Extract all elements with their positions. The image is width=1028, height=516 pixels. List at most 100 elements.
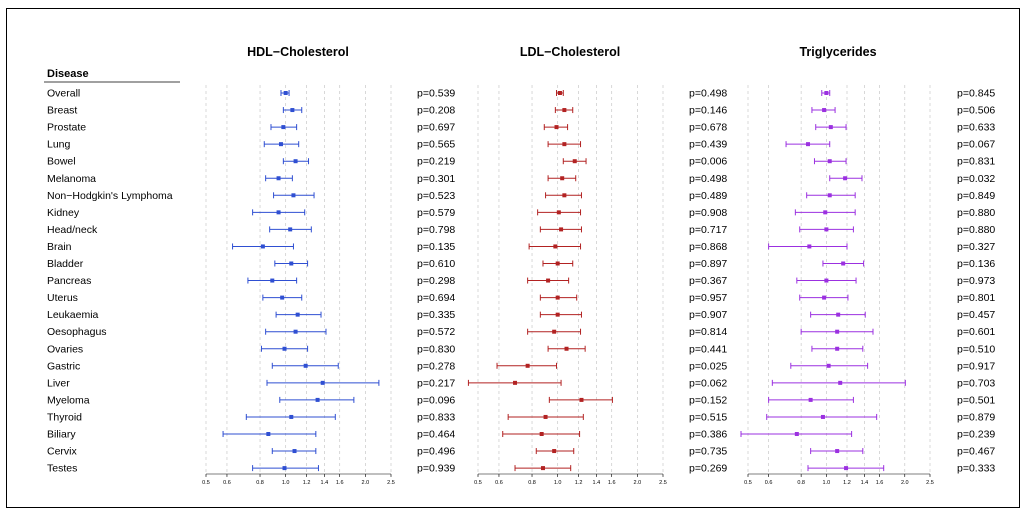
point-estimate — [552, 449, 557, 454]
p-value: p=0.879 — [957, 411, 995, 423]
x-tick-label: 2.5 — [659, 480, 667, 486]
estimate-row — [265, 328, 327, 335]
estimate-row — [799, 294, 849, 301]
estimate-row — [537, 209, 582, 216]
x-tick-label: 1.2 — [303, 480, 311, 486]
point-estimate — [555, 295, 560, 300]
point-estimate — [827, 159, 832, 164]
point-estimate — [562, 142, 567, 147]
estimate-row — [252, 465, 319, 472]
estimate-row — [785, 141, 831, 148]
disease-label: Head/neck — [47, 224, 98, 236]
point-estimate — [564, 346, 569, 351]
p-value: p=0.610 — [417, 258, 455, 270]
x-tick-label: 0.5 — [202, 480, 210, 486]
forest-panels: HDL−Cholesterol 0.5 0.6 0.8 1.0 1.2 1.4 1.6 2.0 2… — [202, 45, 995, 486]
p-value: p=0.152 — [689, 394, 727, 406]
point-estimate — [266, 432, 271, 436]
p-value: p=0.717 — [689, 224, 727, 236]
estimate-row — [282, 158, 310, 165]
p-value: p=0.489 — [689, 190, 727, 202]
estimate-row — [535, 448, 575, 455]
p-value: p=0.833 — [417, 411, 455, 423]
point-estimate — [513, 380, 518, 385]
point-estimate — [822, 295, 827, 300]
forest-panel: HDL−Cholesterol 0.5 0.6 0.8 1.0 1.2 1.4 1.6 2.0 2… — [202, 45, 455, 486]
x-tick-label: 0.6 — [495, 480, 503, 486]
point-estimate — [283, 91, 288, 95]
x-tick-label: 0.6 — [765, 480, 773, 486]
p-value: p=0.457 — [957, 309, 995, 321]
p-value: p=0.814 — [689, 326, 727, 338]
p-value: p=0.510 — [957, 343, 995, 355]
panel-title: LDL−Cholesterol — [520, 45, 620, 59]
p-value: p=0.506 — [957, 105, 995, 117]
disease-label: Brain — [47, 241, 72, 253]
point-estimate — [557, 91, 562, 95]
point-estimate — [289, 261, 294, 266]
point-estimate — [572, 159, 577, 164]
disease-label: Bladder — [47, 258, 84, 270]
estimate-row — [527, 328, 582, 335]
estimate-row — [270, 124, 298, 131]
point-estimate — [282, 346, 287, 351]
x-tick-label: 0.6 — [223, 480, 231, 486]
estimate-row — [282, 107, 303, 114]
p-value: p=0.801 — [957, 292, 995, 304]
x-tick-label: 1.6 — [608, 480, 616, 486]
p-value: p=0.565 — [417, 139, 455, 151]
p-value: p=0.439 — [689, 139, 727, 151]
x-tick-label: 2.0 — [901, 480, 909, 486]
x-tick-label: 1.2 — [575, 480, 583, 486]
point-estimate — [824, 91, 829, 95]
p-value: p=0.327 — [957, 241, 995, 253]
point-estimate — [293, 329, 298, 334]
p-value: p=0.868 — [689, 241, 727, 253]
panel-title: HDL−Cholesterol — [247, 45, 349, 59]
p-value: p=0.219 — [417, 156, 455, 168]
estimate-row — [245, 413, 336, 420]
p-value: p=0.831 — [957, 156, 995, 168]
estimate-row — [548, 396, 613, 403]
p-value: p=0.269 — [689, 463, 727, 475]
point-estimate — [844, 466, 849, 471]
estimate-row — [556, 90, 564, 96]
point-estimate — [315, 397, 320, 402]
p-value: p=0.523 — [417, 190, 455, 202]
disease-label: Prostate — [47, 122, 86, 134]
point-estimate — [824, 227, 829, 232]
x-tick-label: 1.0 — [282, 480, 290, 486]
point-estimate — [290, 108, 295, 113]
chart-frame — [6, 8, 1020, 508]
point-estimate — [826, 363, 831, 368]
p-value: p=0.208 — [417, 105, 455, 117]
estimate-row — [542, 260, 574, 267]
estimate-row — [547, 345, 586, 352]
estimate-row — [280, 90, 290, 96]
point-estimate — [806, 142, 811, 147]
point-estimate — [281, 125, 286, 130]
panel-title: Triglycerides — [799, 45, 876, 59]
point-estimate — [278, 142, 283, 147]
x-tick-label: 0.8 — [528, 480, 536, 486]
p-value: p=0.135 — [417, 241, 455, 253]
p-value: p=0.032 — [957, 173, 995, 185]
point-estimate — [288, 227, 293, 232]
p-value: p=0.939 — [417, 463, 455, 475]
estimate-row — [232, 243, 294, 250]
disease-label: Gastric — [47, 360, 80, 372]
disease-label: Leukaemia — [47, 309, 99, 321]
estimate-row — [799, 226, 854, 233]
p-value: p=0.703 — [957, 377, 995, 389]
point-estimate — [843, 176, 848, 181]
estimate-row — [507, 413, 584, 420]
x-tick-label: 1.2 — [843, 480, 851, 486]
point-estimate — [820, 414, 825, 419]
estimate-row — [811, 107, 836, 114]
estimate-row — [822, 260, 865, 267]
x-tick-label: 1.0 — [823, 480, 831, 486]
estimate-row — [554, 107, 574, 114]
point-estimate — [555, 261, 560, 266]
point-estimate — [546, 278, 551, 283]
point-estimate — [556, 210, 561, 215]
